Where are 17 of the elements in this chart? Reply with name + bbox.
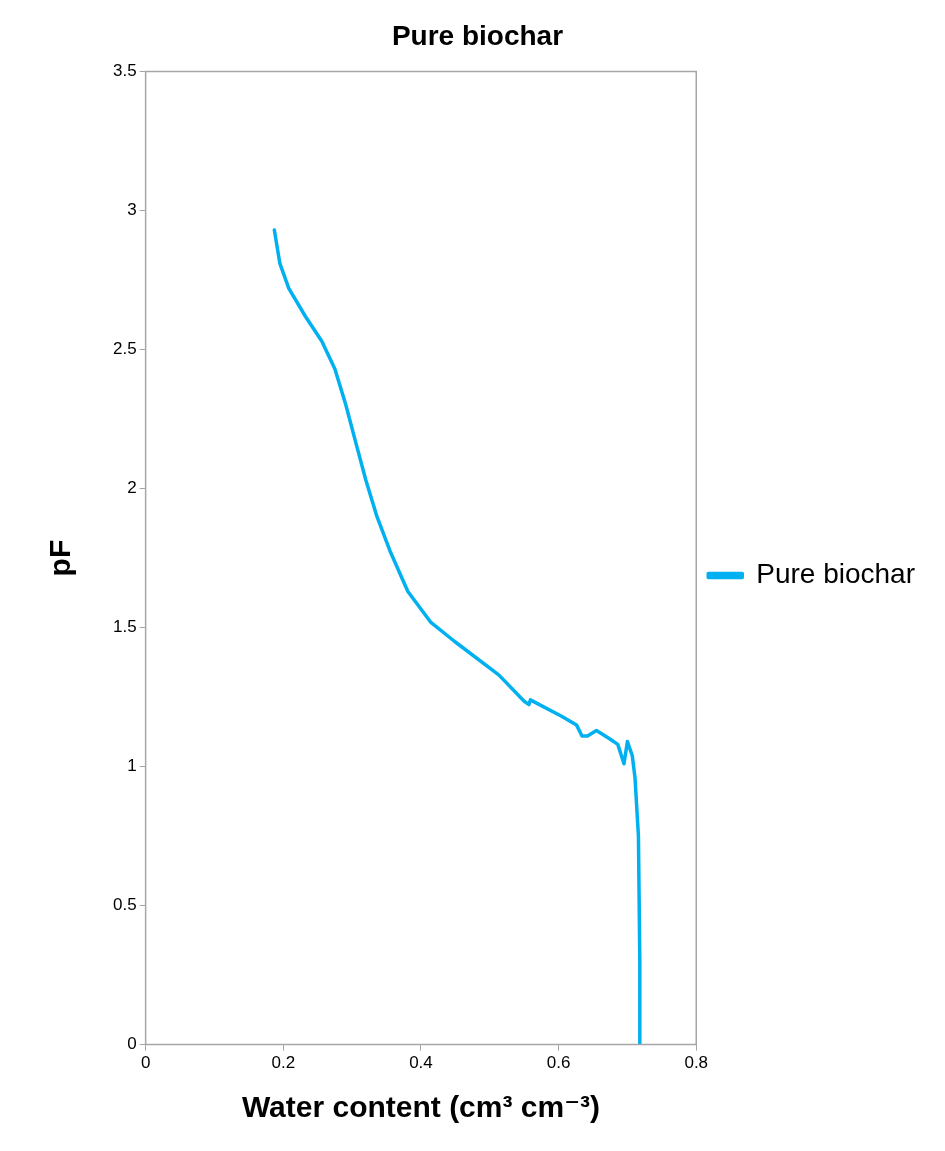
y-tick-label: 0.5 — [112, 895, 137, 915]
y-tick-label: 2.5 — [112, 339, 137, 359]
legend-label: Pure biochar — [756, 558, 916, 590]
y-tick-label: 0 — [127, 1034, 137, 1054]
y-tick-label: 3.5 — [112, 61, 137, 81]
y-tick-label: 3 — [127, 200, 137, 220]
y-tick-label: 2 — [127, 478, 137, 498]
y-axis-title: pF — [43, 539, 77, 577]
x-tick-label: 0.8 — [684, 1053, 709, 1073]
x-axis-title: Water content (cm³ cm⁻³) — [241, 1090, 600, 1124]
chart-title: Pure biochar — [391, 19, 564, 51]
x-tick-label: 0.2 — [271, 1053, 296, 1073]
y-tick-label: 1.5 — [112, 617, 137, 637]
x-tick-label: 0 — [140, 1053, 151, 1073]
x-tick-label: 0.6 — [546, 1053, 571, 1073]
x-tick-label: 0.4 — [409, 1053, 433, 1073]
y-tick-label: 1 — [127, 756, 137, 776]
